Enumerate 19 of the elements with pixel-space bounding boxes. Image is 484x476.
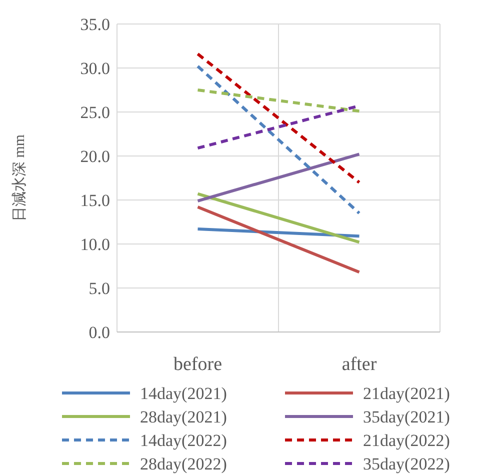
x-tick-label: before bbox=[173, 354, 222, 375]
y-tick-label: 10.0 bbox=[80, 235, 110, 254]
y-tick-label: 0.0 bbox=[88, 323, 110, 342]
legend-label: 14day(2022) bbox=[140, 431, 227, 450]
y-tick-label: 30.0 bbox=[80, 59, 110, 78]
legend-label: 35day(2021) bbox=[363, 408, 450, 426]
y-tick-label: 5.0 bbox=[88, 279, 110, 298]
legend-label: 14day(2021) bbox=[140, 384, 227, 403]
legend-label: 28day(2022) bbox=[140, 454, 227, 474]
y-tick-label: 25.0 bbox=[80, 103, 110, 122]
x-tick-label: after bbox=[342, 354, 378, 375]
legend-label: 21day(2021) bbox=[363, 384, 450, 403]
y-axis-title: 日減水深 mm bbox=[11, 134, 28, 222]
y-tick-label: 15.0 bbox=[80, 191, 110, 210]
legend-label: 35day(2022) bbox=[363, 454, 450, 474]
legend-label: 28day(2021) bbox=[140, 408, 227, 426]
y-tick-label: 20.0 bbox=[80, 147, 110, 166]
y-tick-label: 35.0 bbox=[80, 15, 110, 34]
legend-label: 21day(2022) bbox=[363, 431, 450, 450]
